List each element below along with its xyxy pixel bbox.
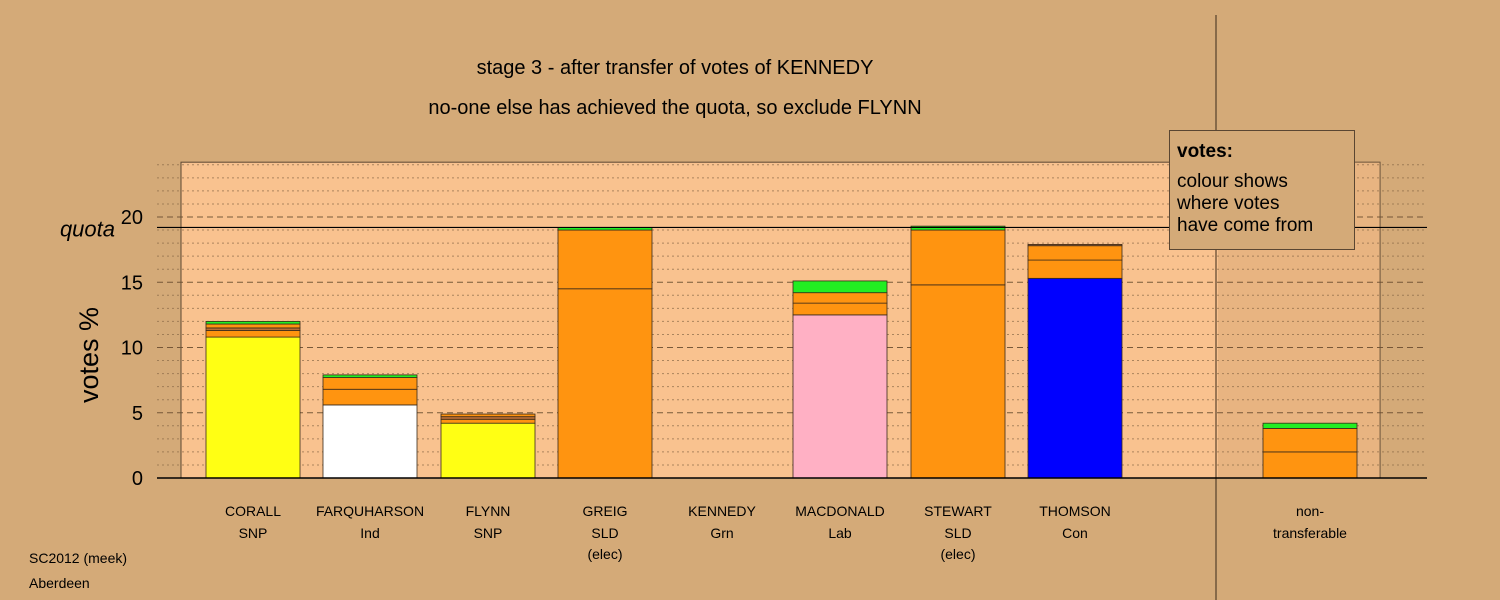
bar-segment-corall xyxy=(205,336,301,479)
bar-segment-farquharson xyxy=(322,388,418,406)
x-label-name: FLYNN xyxy=(466,503,511,519)
footer-location: Aberdeen xyxy=(29,575,90,591)
y-axis-label: votes % xyxy=(74,307,104,403)
bar-segment-greig xyxy=(557,229,653,290)
bar-segment-flynn xyxy=(440,422,536,479)
x-label-party: Con xyxy=(1062,525,1088,541)
bar-segment-non-transferable xyxy=(1262,428,1358,453)
footer-source: SC2012 (meek) xyxy=(29,550,128,566)
x-label-party: SNP xyxy=(239,525,268,541)
bar-segment-stewart xyxy=(910,225,1006,231)
x-label-name: non- xyxy=(1296,503,1324,519)
bar-segment-macdonald xyxy=(792,280,888,294)
bar-segment-farquharson xyxy=(322,374,418,378)
x-label-party: transferable xyxy=(1273,525,1347,541)
x-label-name: FARQUHARSON xyxy=(316,503,424,519)
x-label-party: SLD xyxy=(591,525,618,541)
x-label-name: KENNEDY xyxy=(688,503,756,519)
quota-label: quota xyxy=(60,216,115,241)
y-tick-label: 20 xyxy=(121,207,143,229)
y-tick-label: 15 xyxy=(121,272,143,294)
x-label-name: STEWART xyxy=(924,503,992,519)
bar-segment-macdonald xyxy=(792,292,888,304)
bar-segment-thomson xyxy=(1027,277,1123,479)
x-label-party: SLD xyxy=(944,525,971,541)
bar-segment-macdonald xyxy=(792,302,888,316)
legend-title: votes: xyxy=(1177,141,1233,162)
chart-title: stage 3 - after transfer of votes of KEN… xyxy=(477,57,874,79)
legend-line: have come from xyxy=(1177,215,1314,236)
bar-segment-thomson xyxy=(1027,244,1123,247)
bar-segment-stewart xyxy=(910,284,1006,479)
y-tick-label: 0 xyxy=(132,468,143,490)
bar-segment-non-transferable xyxy=(1262,422,1358,429)
x-label-party: Grn xyxy=(710,525,733,541)
x-label-name: GREIG xyxy=(582,503,627,519)
bar-segment-flynn xyxy=(440,418,536,424)
bar-segment-farquharson xyxy=(322,404,418,479)
bar-segment-greig xyxy=(557,288,653,479)
bar-segment-stewart xyxy=(910,229,1006,286)
x-label-party: Lab xyxy=(828,525,852,541)
x-label-note: (elec) xyxy=(587,546,622,562)
x-label-name: MACDONALD xyxy=(795,503,884,519)
x-tick-labels: CORALL SNP FARQUHARSON Ind FLYNN SNP GREIG SLD (… xyxy=(225,503,1347,562)
x-label-party: SNP xyxy=(474,525,503,541)
bar-segment-corall xyxy=(205,330,301,338)
bar-segment-non-transferable xyxy=(1262,451,1358,479)
bar-segment-farquharson xyxy=(322,377,418,390)
y-tick-label: 5 xyxy=(132,403,143,425)
legend-line: colour shows xyxy=(1177,171,1288,192)
x-label-name: CORALL xyxy=(225,503,281,519)
legend-box: votes: colour shows where votes have com… xyxy=(1169,130,1355,250)
bar-segment-thomson xyxy=(1027,259,1123,279)
bar-segment-flynn xyxy=(440,413,536,418)
x-label-party: Ind xyxy=(360,525,379,541)
x-label-name: THOMSON xyxy=(1039,503,1111,519)
bar-segment-corall xyxy=(205,323,301,329)
bar-segment-thomson xyxy=(1027,245,1123,261)
y-tick-label: 10 xyxy=(121,338,143,360)
x-label-note: (elec) xyxy=(940,546,975,562)
bar-segment-corall xyxy=(205,320,301,325)
chart-subtitle: no-one else has achieved the quota, so e… xyxy=(428,97,921,119)
bars-layer xyxy=(205,225,1358,479)
bar-segment-macdonald xyxy=(792,314,888,479)
legend-line: where votes xyxy=(1177,193,1280,214)
y-tick-labels: 0 5 10 15 20 xyxy=(121,207,143,490)
